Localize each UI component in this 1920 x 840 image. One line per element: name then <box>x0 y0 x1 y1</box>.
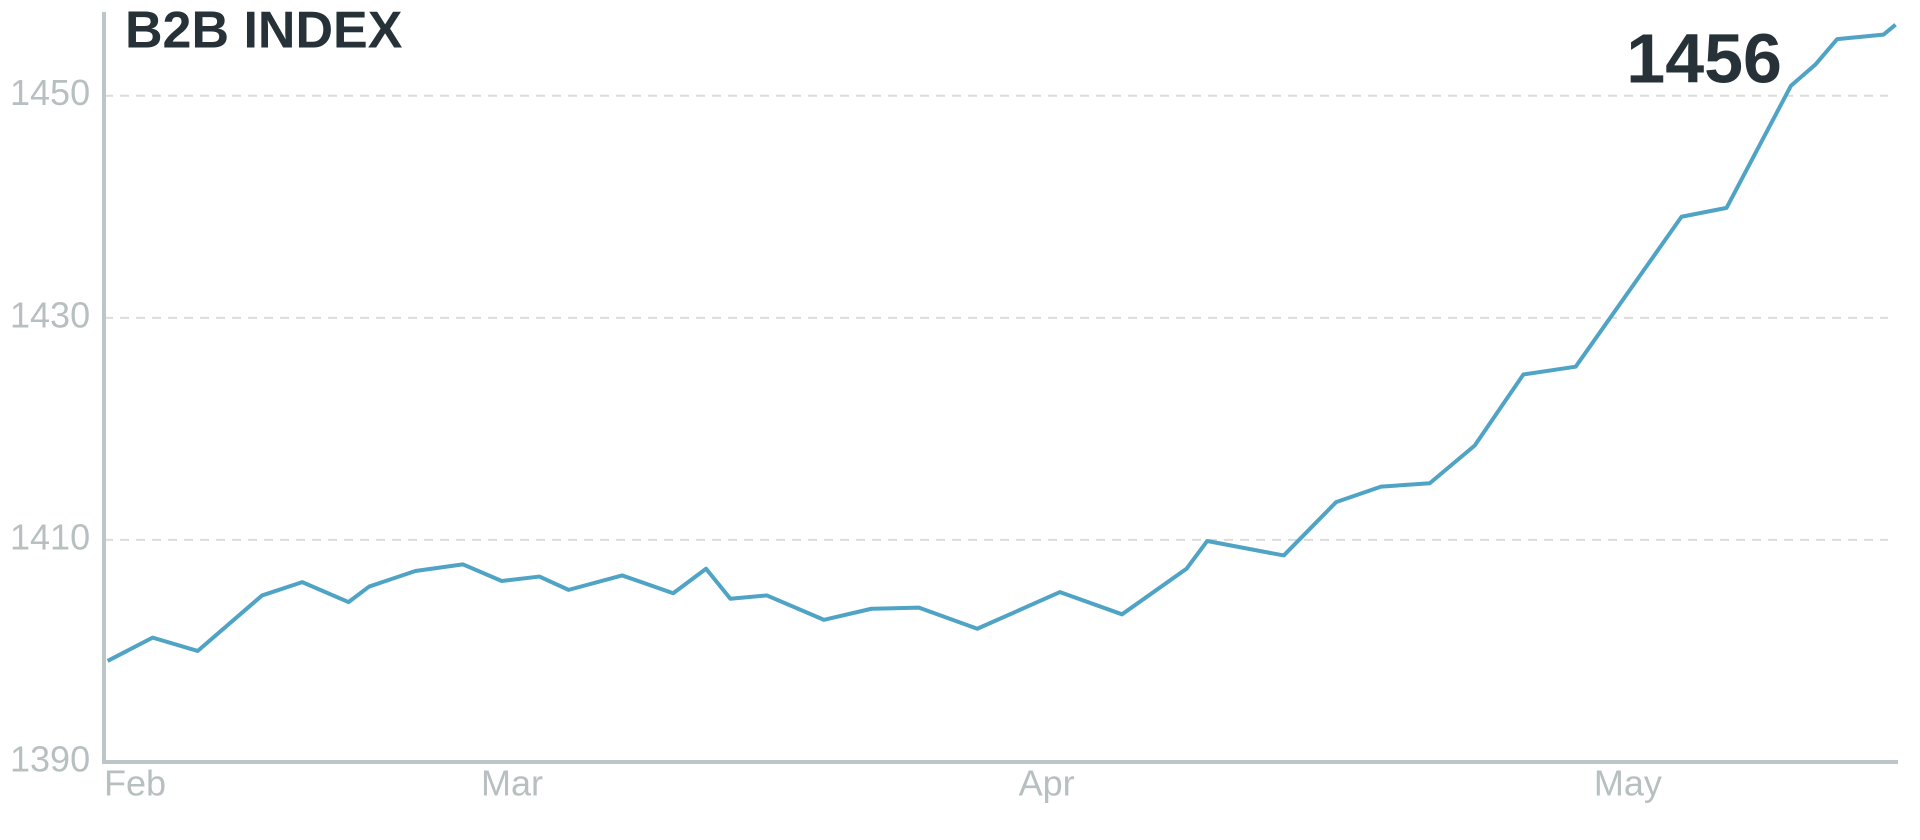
x-tick-label: May <box>1594 763 1662 804</box>
y-tick-label: 1450 <box>10 72 90 113</box>
x-tick-label: Feb <box>104 763 166 804</box>
line <box>106 23 1897 663</box>
x-tick-label: Mar <box>481 763 543 804</box>
last-value: 1456 <box>1626 19 1782 97</box>
chart-title: B2B INDEX <box>125 2 403 60</box>
y-tick-label: 1390 <box>10 739 90 780</box>
y-tick-label: 1410 <box>10 516 90 557</box>
x-tick-label: Apr <box>1019 763 1075 804</box>
y-tick-label: 1430 <box>10 294 90 335</box>
